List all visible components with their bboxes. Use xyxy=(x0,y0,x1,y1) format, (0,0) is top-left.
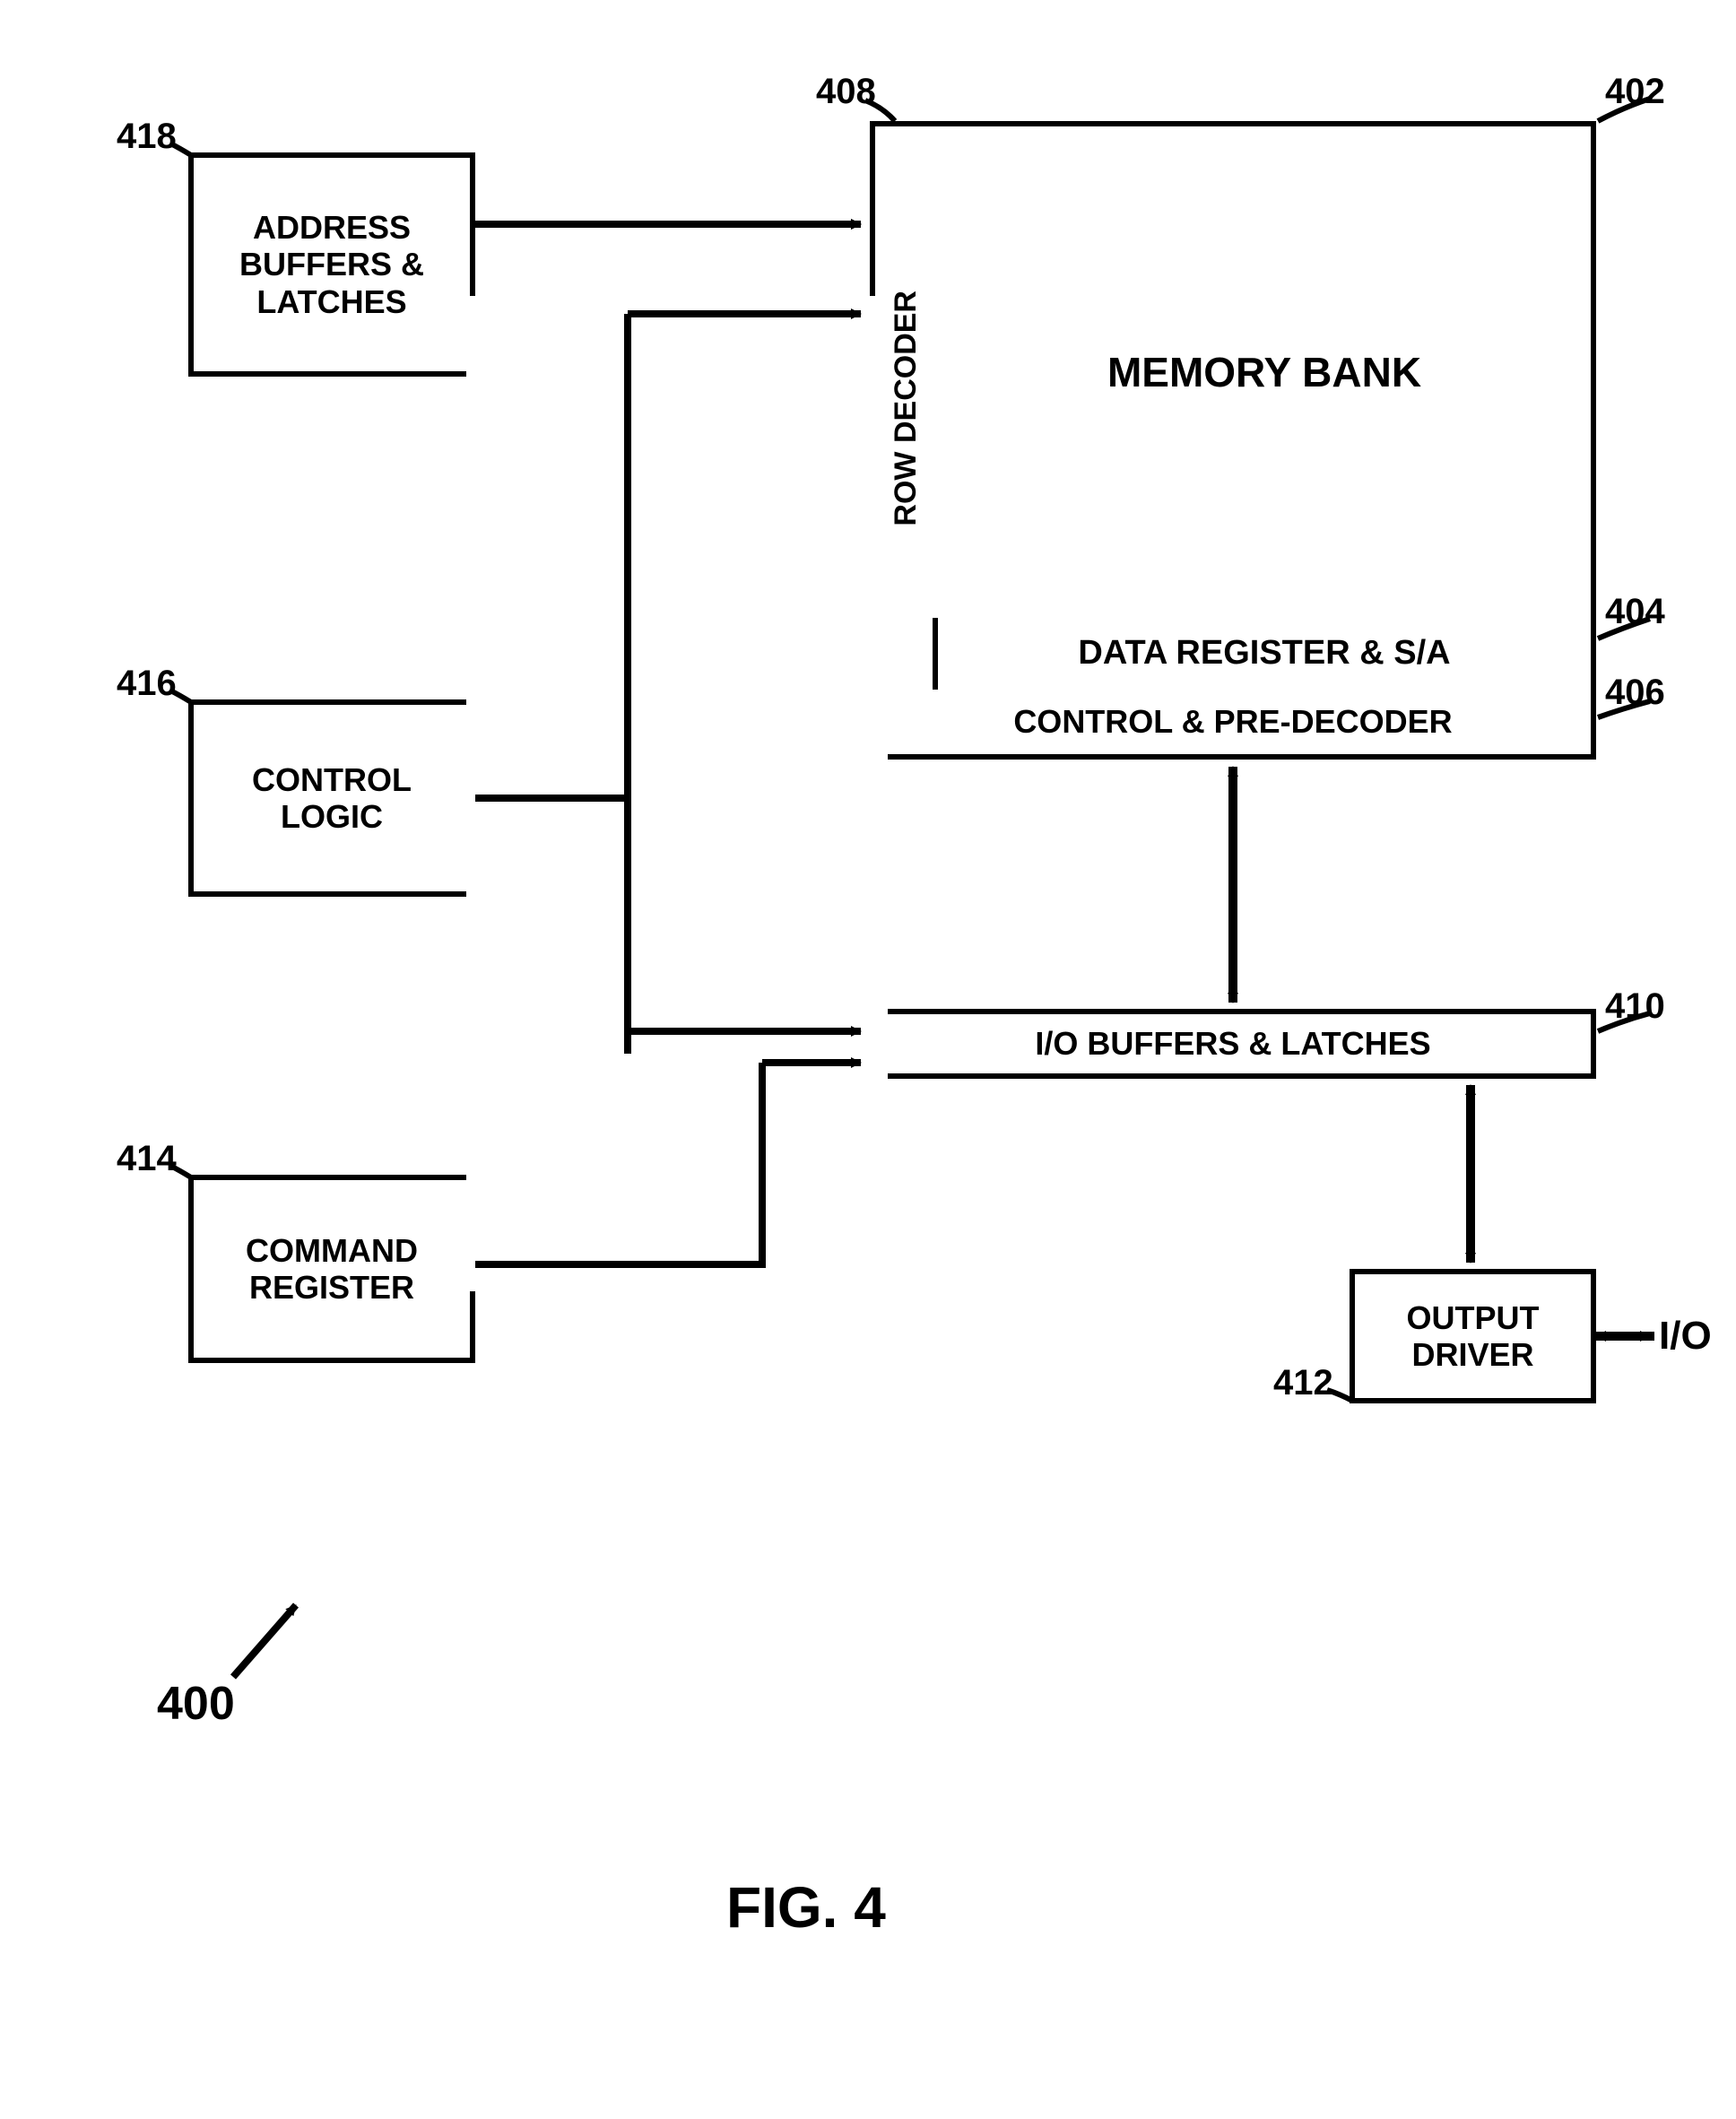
ref-416: 416 xyxy=(117,664,177,704)
control-predecoder-label: CONTROL & PRE-DECODER xyxy=(1013,703,1452,740)
ref-406: 406 xyxy=(1605,673,1665,713)
memory-bank-label: MEMORY BANK xyxy=(1107,349,1421,396)
ref-404: 404 xyxy=(1605,592,1665,632)
control-predecoder-block: CONTROL & PRE-DECODER xyxy=(870,690,1596,760)
figure-title: FIG. 4 xyxy=(726,1874,886,1941)
address-buffers-label: ADDRESS BUFFERS & LATCHES xyxy=(239,209,424,320)
data-register-block: DATA REGISTER & S/A xyxy=(933,618,1596,695)
ref-402: 402 xyxy=(1605,72,1665,112)
ref-418: 418 xyxy=(117,117,177,157)
io-buffers-block: I/O BUFFERS & LATCHES xyxy=(870,1009,1596,1079)
io-label: I/O xyxy=(1659,1314,1712,1359)
ref-408: 408 xyxy=(816,72,876,112)
memory-bank-block: MEMORY BANK xyxy=(933,121,1596,623)
ref-410: 410 xyxy=(1605,986,1665,1027)
output-driver-block: OUTPUT DRIVER xyxy=(1350,1269,1596,1403)
control-logic-label: CONTROL LOGIC xyxy=(252,761,412,836)
address-buffers-block: ADDRESS BUFFERS & LATCHES xyxy=(188,152,475,377)
io-buffers-label: I/O BUFFERS & LATCHES xyxy=(1035,1025,1430,1062)
command-register-block: COMMAND REGISTER xyxy=(188,1175,475,1363)
data-register-label: DATA REGISTER & S/A xyxy=(1078,634,1450,673)
row-decoder-block: ROW DECODER xyxy=(870,121,938,695)
ref-400: 400 xyxy=(157,1677,235,1731)
ref-414: 414 xyxy=(117,1139,177,1179)
command-register-label: COMMAND REGISTER xyxy=(246,1232,418,1307)
output-driver-label: OUTPUT DRIVER xyxy=(1407,1299,1540,1374)
row-decoder-label: ROW DECODER xyxy=(889,291,924,526)
diagram-canvas: MEMORY BANK ROW DECODER DATA REGISTER & … xyxy=(0,0,1736,2119)
control-logic-block: CONTROL LOGIC xyxy=(188,699,475,897)
ref-412: 412 xyxy=(1273,1363,1333,1403)
